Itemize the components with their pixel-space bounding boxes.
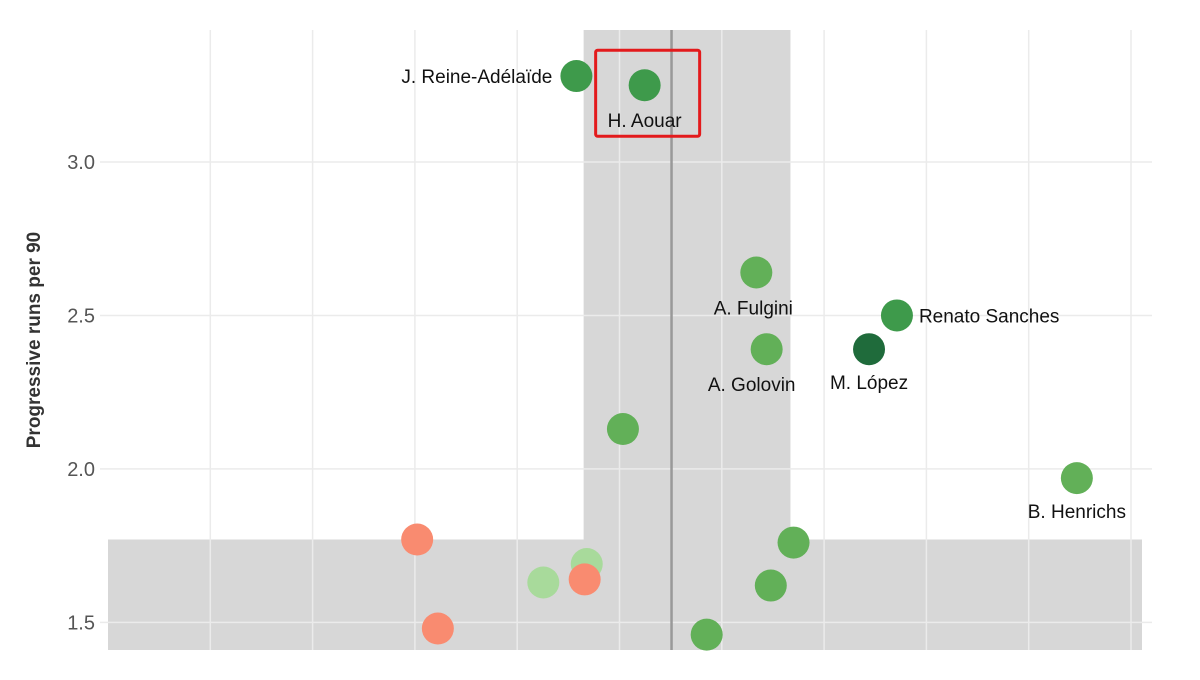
point-label: H. Aouar [608,111,683,132]
highlight-box [594,48,702,138]
data-point [527,566,560,599]
data-point [750,333,783,366]
point-label: J. Reine-Adélaïde [401,67,552,88]
point-labels: J. Reine-Adélaïde H. Aouar A. Fulgini Renat… [401,67,1126,523]
y-axis-title: Progressive runs per 90 [24,232,45,449]
highlight-rect [594,48,702,138]
data-point [560,60,593,93]
grid-lines [100,30,1152,650]
y-tick-label: 2.0 [67,459,95,481]
point-label: A. Fulgini [714,298,793,319]
data-point [740,256,773,289]
point-label: B. Henrichs [1028,502,1126,523]
data-point [628,69,661,102]
data-point [606,413,639,446]
data-point [568,563,601,596]
data-point [690,618,723,651]
data-point [853,333,886,366]
point-label: M. López [830,373,908,394]
data-point [401,523,434,556]
point-label: A. Golovin [708,375,796,396]
y-tick-label: 2.5 [67,305,95,327]
data-point [777,526,810,559]
data-point [1060,462,1093,495]
y-axis: 1.5 2.0 2.5 3.0 [67,152,95,634]
data-point [421,612,454,645]
data-point [754,569,787,602]
point-label: Renato Sanches [919,306,1060,327]
y-tick-label: 3.0 [67,152,95,174]
y-tick-label: 1.5 [67,612,95,634]
data-point [880,299,913,332]
data-points [401,60,1093,651]
horizontal-band [108,539,1142,650]
